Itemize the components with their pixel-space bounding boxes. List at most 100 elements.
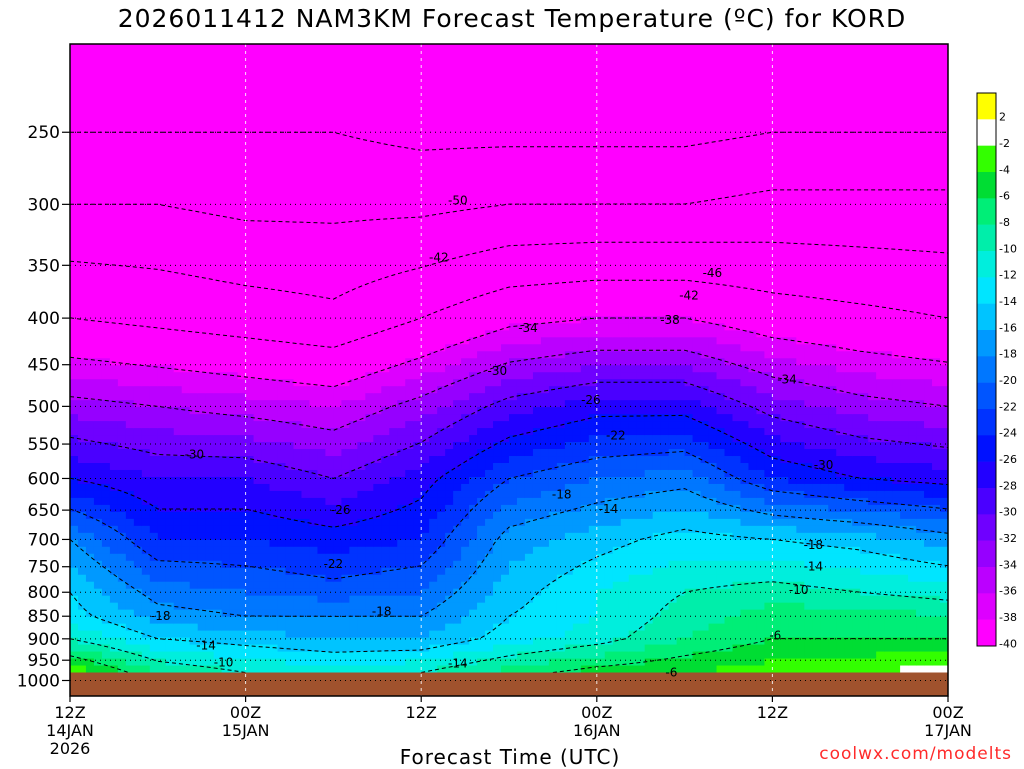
field-cell (157, 288, 167, 296)
field-cell (453, 64, 462, 73)
field-cell (373, 497, 382, 506)
field-cell (397, 539, 406, 548)
field-cell (157, 99, 167, 108)
field-cell (173, 567, 183, 576)
field-cell (445, 288, 454, 296)
field-cell (125, 497, 135, 506)
field-cell (253, 239, 263, 248)
field-cell (85, 183, 95, 192)
field-cell (221, 134, 231, 143)
field-cell (453, 169, 462, 178)
field-cell (365, 183, 374, 192)
field-cell (397, 407, 406, 415)
field-cell (501, 239, 510, 248)
field-cell (229, 183, 239, 192)
field-cell (357, 288, 366, 296)
field-cell (101, 99, 111, 108)
field-cell (165, 211, 175, 220)
field-cell (381, 414, 390, 422)
field-cell (429, 113, 438, 122)
field-cell (261, 525, 271, 534)
field-cell (357, 64, 366, 73)
field-cell (349, 267, 358, 276)
field-cell (93, 532, 103, 541)
field-cell (341, 637, 350, 646)
field-cell (77, 581, 87, 590)
field-cell (413, 127, 422, 136)
field-cell (109, 532, 119, 541)
field-cell (141, 630, 151, 639)
field-cell (229, 323, 239, 331)
field-cell (117, 190, 127, 199)
field-cell (469, 253, 478, 262)
field-cell (341, 553, 350, 562)
field-cell (70, 358, 79, 366)
field-cell (509, 106, 518, 115)
field-cell (197, 630, 207, 639)
field-cell (213, 134, 223, 143)
field-cell (157, 330, 167, 338)
field-cell (141, 302, 151, 310)
field-cell (269, 386, 279, 394)
field-cell (453, 407, 462, 415)
field-cell (445, 78, 454, 87)
field-cell (165, 623, 175, 632)
field-cell (133, 379, 143, 387)
field-cell (421, 253, 430, 262)
field-cell (365, 483, 374, 492)
field-cell (485, 281, 494, 290)
field-cell (221, 665, 231, 674)
field-cell (405, 546, 414, 555)
field-cell (229, 630, 239, 639)
field-cell (429, 190, 438, 199)
field-cell (173, 476, 183, 485)
field-cell (405, 204, 414, 213)
field-cell (189, 658, 199, 667)
field-cell (221, 127, 231, 136)
field-cell (253, 183, 263, 192)
field-cell (229, 288, 239, 296)
field-cell (109, 595, 119, 604)
field-cell (85, 218, 95, 227)
field-cell (149, 442, 159, 450)
field-cell (333, 449, 342, 457)
field-cell (77, 463, 87, 471)
field-cell (389, 393, 398, 401)
field-cell (373, 511, 382, 520)
field-cell (261, 560, 271, 569)
field-cell (77, 99, 87, 108)
field-cell (381, 323, 390, 331)
field-cell (397, 64, 406, 73)
field-cell (309, 476, 319, 485)
field-cell (165, 546, 175, 555)
field-cell (197, 372, 207, 380)
field-cell (285, 644, 295, 653)
field-cell (317, 602, 327, 611)
field-cell (349, 211, 358, 220)
field-cell (213, 246, 223, 255)
field-cell (373, 309, 382, 317)
field-cell (133, 574, 143, 583)
field-cell (253, 504, 263, 513)
field-cell (285, 281, 295, 290)
field-cell (493, 449, 502, 457)
field-cell (125, 246, 135, 255)
field-cell (165, 483, 175, 492)
field-cell (445, 316, 454, 324)
field-cell (237, 532, 247, 541)
field-cell (325, 421, 334, 429)
field-cell (477, 511, 486, 520)
field-cell (125, 239, 135, 248)
field-cell (101, 581, 111, 590)
field-cell (381, 351, 390, 359)
field-cell (165, 665, 175, 674)
field-cell (101, 504, 111, 513)
field-cell (221, 414, 231, 422)
field-cell (301, 204, 311, 213)
field-cell (349, 106, 358, 115)
field-cell (229, 435, 239, 443)
field-cell (157, 623, 167, 632)
field-cell (333, 106, 342, 115)
field-cell (333, 141, 342, 150)
field-cell (205, 260, 215, 269)
